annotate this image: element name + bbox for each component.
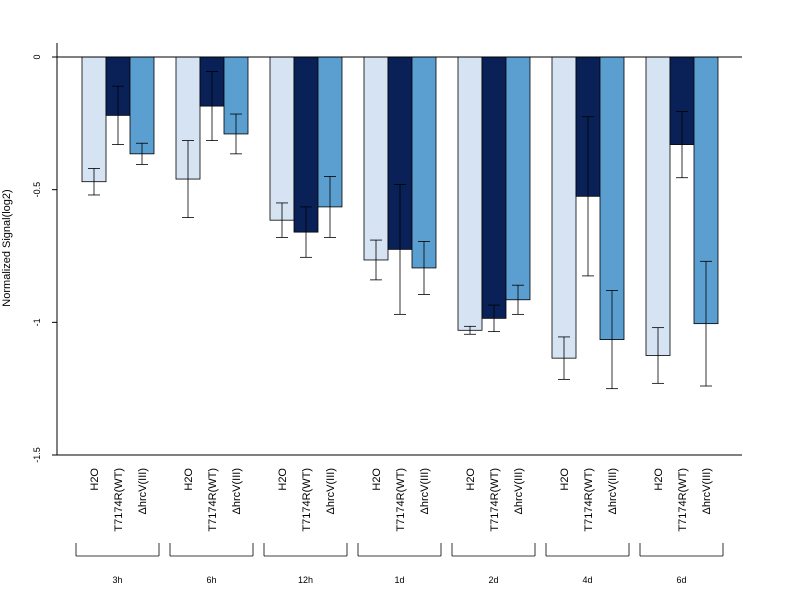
y-axis: 0 -0.5 -1 -1.5 bbox=[32, 43, 742, 463]
error-bar bbox=[700, 260, 712, 387]
group-bracket bbox=[75, 543, 160, 557]
error-bar bbox=[676, 110, 688, 179]
bar-1d-2 bbox=[411, 56, 437, 269]
group-label: 1d bbox=[394, 575, 404, 585]
group-bracket bbox=[263, 543, 348, 557]
group-label: 2d bbox=[488, 575, 498, 585]
error-bar bbox=[512, 284, 524, 315]
error-bar bbox=[276, 202, 288, 238]
group-bracket bbox=[545, 543, 630, 557]
error-bar bbox=[230, 113, 242, 155]
bar-label: H2O bbox=[183, 468, 195, 491]
category-labels: H2O T7174R(WT) ΔhrcV(III) 3h H2O T7174R(WT) Δh… bbox=[75, 468, 724, 585]
y-tick-label: -1 bbox=[32, 318, 42, 326]
error-bar bbox=[582, 116, 594, 277]
error-bar bbox=[488, 304, 500, 333]
bar-1d-0 bbox=[363, 56, 389, 261]
group-label: 12h bbox=[298, 575, 313, 585]
error-bar bbox=[206, 71, 218, 141]
bar-2d-0 bbox=[457, 56, 483, 331]
bar-label: ΔhrcV(III) bbox=[137, 468, 149, 514]
error-bar bbox=[324, 175, 336, 238]
bar-label: T7174R(WT) bbox=[489, 468, 501, 532]
bar-label: ΔhrcV(III) bbox=[607, 468, 619, 514]
error-bar bbox=[418, 241, 430, 295]
y-tick-label: -0.5 bbox=[32, 182, 42, 198]
y-tick-label: 0 bbox=[32, 54, 42, 59]
bar-label: H2O bbox=[277, 468, 289, 491]
error-bar bbox=[112, 85, 124, 145]
bar-3h-2 bbox=[129, 56, 155, 155]
bar-3h-0 bbox=[81, 56, 107, 183]
bar-12h-1 bbox=[293, 56, 319, 233]
error-bar bbox=[182, 140, 194, 218]
bar-label: T7174R(WT) bbox=[207, 468, 219, 532]
group-bracket bbox=[169, 543, 254, 557]
group-bracket bbox=[357, 543, 442, 557]
y-tick-label: -1.5 bbox=[32, 447, 42, 463]
bar-2d-1 bbox=[481, 56, 507, 319]
error-bar bbox=[652, 327, 664, 384]
error-bar bbox=[394, 183, 406, 315]
bar-2d-2 bbox=[505, 56, 531, 301]
group-label: 6h bbox=[206, 575, 216, 585]
error-bar bbox=[558, 336, 570, 380]
bar-label: T7174R(WT) bbox=[113, 468, 125, 532]
error-bar bbox=[136, 142, 148, 165]
bar-label: H2O bbox=[559, 468, 571, 491]
error-bar bbox=[88, 168, 100, 196]
error-bar bbox=[464, 325, 476, 335]
bar-label: T7174R(WT) bbox=[395, 468, 407, 532]
group-bracket bbox=[451, 543, 536, 557]
error-bar bbox=[370, 239, 382, 281]
bar-label: H2O bbox=[89, 468, 101, 491]
bar-6d-0 bbox=[645, 56, 671, 356]
bar-label: T7174R(WT) bbox=[301, 468, 313, 532]
y-axis-label: Normalized Signal(log2) bbox=[1, 189, 13, 306]
group-label: 3h bbox=[112, 575, 122, 585]
bar-12h-0 bbox=[269, 56, 295, 221]
bar-label: ΔhrcV(III) bbox=[419, 468, 431, 514]
bar-label: ΔhrcV(III) bbox=[231, 468, 243, 514]
bar-label: H2O bbox=[653, 468, 665, 491]
bar-4d-0 bbox=[551, 56, 577, 359]
bar-label: T7174R(WT) bbox=[677, 468, 689, 532]
bar-label: T7174R(WT) bbox=[583, 468, 595, 532]
group-label: 6d bbox=[676, 575, 686, 585]
bar-label: H2O bbox=[465, 468, 477, 491]
error-bar bbox=[300, 206, 312, 258]
group-label: 4d bbox=[582, 575, 592, 585]
bar-label: ΔhrcV(III) bbox=[325, 468, 337, 514]
bars-layer bbox=[81, 56, 719, 390]
bar-label: ΔhrcV(III) bbox=[513, 468, 525, 514]
bar-label: ΔhrcV(III) bbox=[701, 468, 713, 514]
bar-label: H2O bbox=[371, 468, 383, 491]
group-bracket bbox=[639, 543, 724, 557]
error-bar bbox=[606, 290, 618, 390]
